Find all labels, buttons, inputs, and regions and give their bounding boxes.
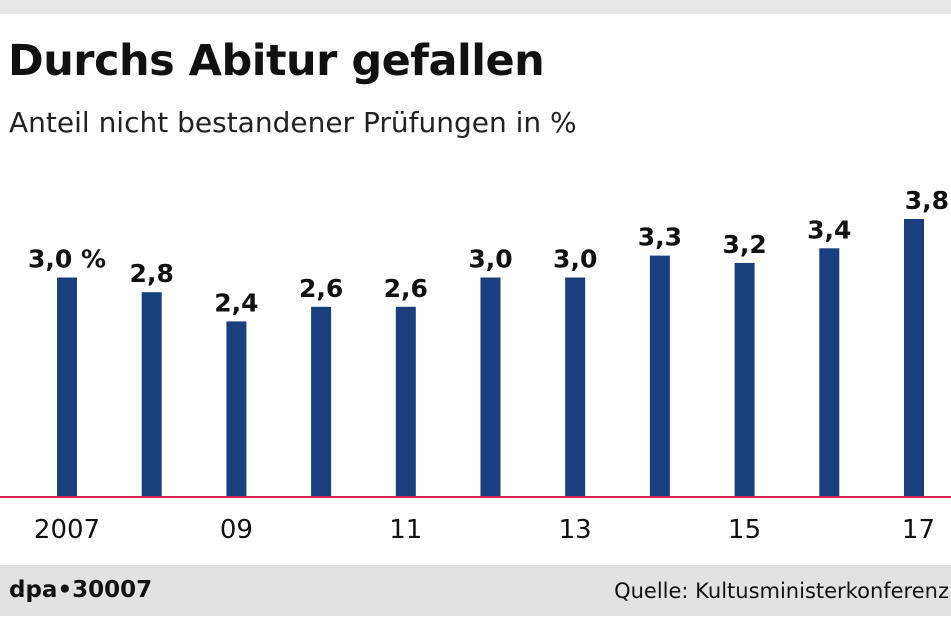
bar-2009 [226, 321, 247, 497]
value-label-2008: 2,8 [130, 259, 174, 288]
value-label-2009: 2,4 [214, 288, 258, 317]
tick-label-2007: 2007 [34, 515, 100, 545]
bar-2007 [57, 277, 77, 497]
bar-2012 [480, 277, 501, 497]
value-label-2017: 3,8 [905, 186, 949, 215]
tick-labels-group: 2007 09 11 13 15 17 [34, 515, 935, 545]
bar-2011 [395, 306, 416, 497]
value-label-2014: 3,3 [638, 223, 682, 252]
value-label-2012: 3,0 [468, 245, 512, 274]
bar-2015 [734, 262, 755, 497]
footer-source-id: dpa•30007 [9, 577, 153, 603]
bar-2010 [311, 306, 332, 497]
chart-title: Durchs Abitur gefallen [8, 36, 545, 86]
bar-2008 [141, 292, 162, 497]
value-labels-group: 3,0 % 2,8 2,4 2,6 2,6 3,0 3,0 3,3 3,2 3,4 3,8 [28, 186, 949, 317]
tick-label-2015: 15 [728, 515, 761, 545]
bar-2017 [904, 219, 924, 497]
tick-label-2011: 11 [389, 515, 422, 545]
bar-2013 [565, 277, 586, 497]
bars-group [57, 219, 924, 497]
value-label-2015: 3,2 [722, 230, 766, 259]
bar-chart: 3,0 % 2,8 2,4 2,6 2,6 3,0 3,0 3,3 3,2 3,4 3,8 2007… [0, 186, 951, 545]
tick-label-2009: 09 [220, 515, 253, 545]
tick-label-2017: 17 [902, 515, 935, 545]
bar-2014 [649, 255, 670, 497]
footer: dpa•30007 Quelle: Kultusministerkonferen… [0, 565, 951, 616]
value-label-2011: 2,6 [384, 274, 428, 303]
top-band [0, 0, 951, 14]
footer-credit: Quelle: Kultusministerkonferenz [614, 579, 949, 603]
value-label-2016: 3,4 [807, 215, 851, 244]
value-label-2010: 2,6 [299, 274, 343, 303]
value-label-2013: 3,0 [553, 245, 597, 274]
value-label-2007: 3,0 % [28, 245, 106, 274]
tick-label-2013: 13 [559, 515, 592, 545]
chart-subtitle: Anteil nicht bestandener Prüfungen in % [9, 106, 577, 139]
bar-2016 [819, 248, 840, 497]
